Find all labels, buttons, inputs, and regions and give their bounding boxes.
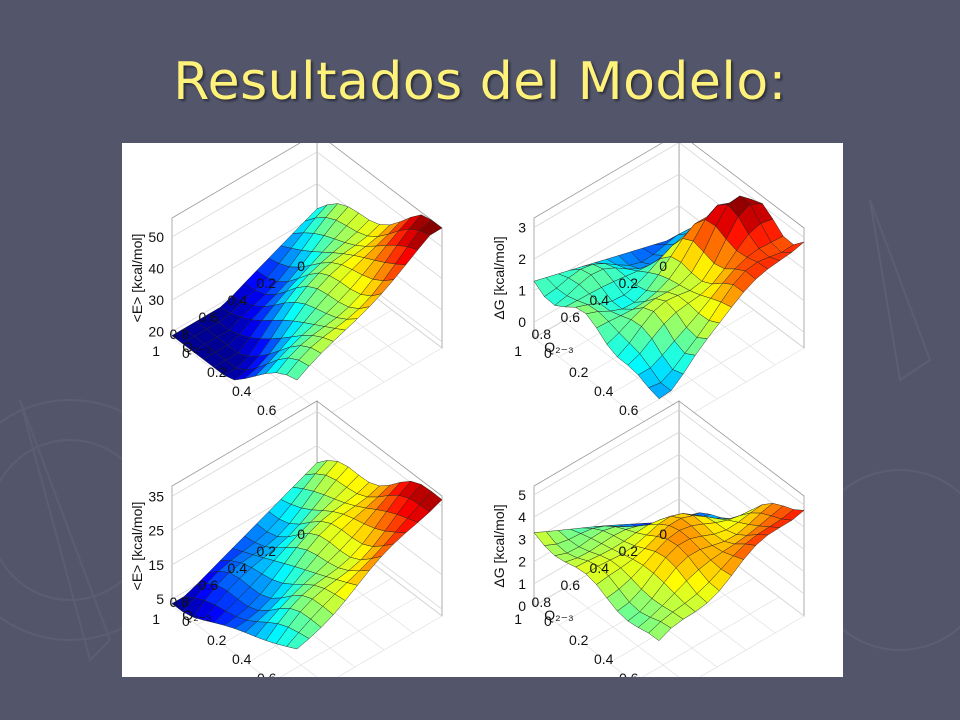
- q23-tick-label: 0.8: [532, 326, 552, 342]
- q23-tick-label: 0.2: [257, 543, 277, 559]
- q12-tick-label: 0: [544, 613, 552, 629]
- floor-gridline: [271, 328, 418, 415]
- z-tick-label: 4: [518, 509, 526, 525]
- z-tick-label: 0: [518, 314, 526, 330]
- q23-tick-label: 0.4: [228, 560, 248, 576]
- floor-gridline: [171, 337, 298, 434]
- q23-tick-label: 1: [514, 611, 522, 627]
- z-gridline: [171, 410, 443, 507]
- z-tick-label: 2: [518, 251, 526, 267]
- floor-gridline: [641, 596, 780, 677]
- z-gridline: [533, 409, 805, 506]
- q23-axis-label: Q₂₋₃: [182, 339, 211, 355]
- z-tick-label: 5: [518, 487, 526, 503]
- q23-tick-label: 0.8: [532, 594, 552, 610]
- q12-tick-label: 0: [182, 345, 190, 361]
- q23-tick-label: 0: [659, 258, 667, 274]
- q23-tick-label: 0.2: [619, 275, 639, 291]
- q23-tick-label: 0.4: [590, 292, 610, 308]
- floor-gridline: [279, 596, 418, 677]
- q23-axis-label: Q₂₋₃: [182, 607, 211, 623]
- q12-tick-label: 0.4: [232, 651, 252, 667]
- z-tick-label: 40: [148, 261, 164, 277]
- q23-tick-label: 1: [152, 343, 160, 359]
- slide-title: Resultados del Modelo:: [173, 52, 787, 112]
- surface-patch: [286, 632, 310, 650]
- z-tick-label: 30: [148, 292, 164, 308]
- q12-tick-label: 0.2: [569, 632, 589, 648]
- q12-tick-label: 0.6: [619, 402, 639, 418]
- z-tick-label: 3: [518, 531, 526, 547]
- q23-tick-label: 0: [297, 526, 305, 542]
- q23-tick-label: 0.4: [590, 560, 610, 576]
- surface-patch: [286, 359, 310, 381]
- floor-gridline: [337, 615, 443, 677]
- z-tick-label: 1: [518, 283, 526, 299]
- q23-tick-label: 1: [152, 611, 160, 627]
- surface-patch: [648, 382, 672, 399]
- floor-gridline: [699, 615, 805, 677]
- q23-tick-label: 0.4: [228, 292, 248, 308]
- z-tick-label: 35: [148, 488, 164, 504]
- q23-tick-label: 0.2: [257, 275, 277, 291]
- q23-tick-label: 0: [659, 526, 667, 542]
- q12-tick-label: 0: [182, 613, 190, 629]
- z-tick-label: 20: [148, 324, 164, 340]
- z-gridline: [533, 431, 805, 528]
- floor-gridline: [562, 588, 680, 677]
- floor-gridline: [171, 605, 266, 677]
- z-tick-label: 0: [518, 598, 526, 614]
- q23-tick-label: 1: [514, 343, 522, 359]
- q12-tick-label: 0.4: [594, 383, 614, 399]
- q12-tick-label: 0.6: [619, 670, 639, 677]
- z-axis-label: <E> [kcal/mol]: [129, 502, 145, 591]
- z-tick-label: 2: [518, 554, 526, 570]
- z-axis-label: ΔG [kcal/mol]: [491, 236, 507, 319]
- q23-tick-label: 0.6: [199, 577, 219, 593]
- z-tick-label: 1: [518, 576, 526, 592]
- q12-tick-label: 0.6: [257, 402, 277, 418]
- z-tick-label: 3: [518, 219, 526, 235]
- z-tick-label: 5: [156, 591, 164, 607]
- q23-axis-label: Q₂₋₃: [544, 607, 573, 623]
- z-axis-label: <E> [kcal/mol]: [129, 234, 145, 323]
- floor-gridline: [533, 337, 660, 434]
- z-tick-label: 15: [148, 557, 164, 573]
- z-gridline: [171, 151, 443, 248]
- q12-tick-label: 0.4: [594, 651, 614, 667]
- q23-tick-label: 0.8: [170, 326, 190, 342]
- q12-tick-label: 0.2: [207, 364, 227, 380]
- q23-tick-label: 0.8: [170, 594, 190, 610]
- floor-gridline: [533, 605, 628, 677]
- q23-tick-label: 0.2: [619, 543, 639, 559]
- q23-tick-label: 0.6: [561, 309, 581, 325]
- q23-tick-label: 0.6: [199, 309, 219, 325]
- q23-tick-label: 0.6: [561, 577, 581, 593]
- z-tick-label: 25: [148, 523, 164, 539]
- q12-tick-label: 0.6: [257, 670, 277, 677]
- q12-tick-label: 0.4: [232, 383, 252, 399]
- q12-tick-label: 0.2: [569, 364, 589, 380]
- z-axis-label: ΔG [kcal/mol]: [491, 504, 507, 587]
- surface-patch: [648, 621, 672, 641]
- q23-tick-label: 0: [297, 258, 305, 274]
- q12-tick-label: 0: [544, 345, 552, 361]
- q12-tick-label: 0.2: [207, 632, 227, 648]
- floor-gridline: [562, 320, 689, 417]
- q23-axis-label: Q₂₋₃: [544, 339, 573, 355]
- floor-gridline: [633, 328, 780, 415]
- z-tick-label: 50: [148, 229, 164, 245]
